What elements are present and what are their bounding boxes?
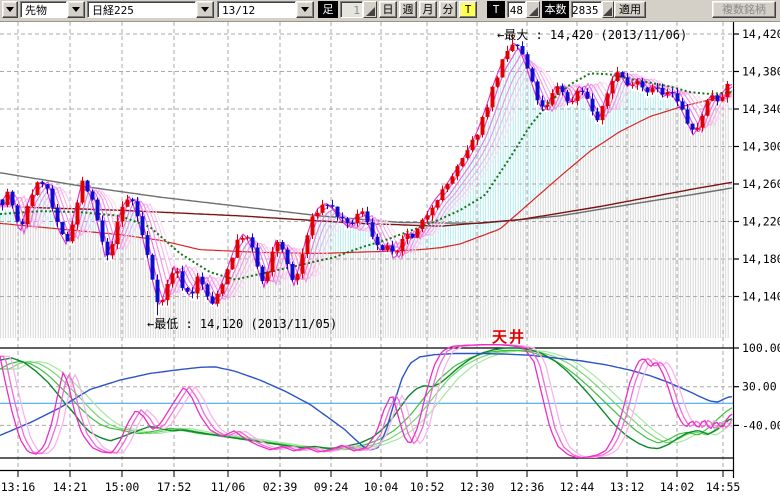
toolbar: 先物 日経225 13/12 足 1 日 週 月 分 T T 48 本数 283… (0, 0, 780, 22)
interval-value: 1 (340, 1, 363, 18)
svg-text:10:04: 10:04 (364, 480, 399, 494)
svg-text:14:21: 14:21 (53, 480, 88, 494)
chevron-down-icon[interactable] (67, 1, 85, 18)
svg-text:14,340: 14,340 (742, 102, 780, 116)
instrument-value: 先物 (20, 1, 67, 18)
period-button-week[interactable]: 週 (399, 1, 417, 18)
tick-label: T (487, 1, 505, 18)
svg-text:14,300: 14,300 (742, 140, 780, 154)
bar-type-label: 足 (318, 1, 338, 18)
spin-handle-icon[interactable] (601, 1, 614, 18)
ceiling-annotation: 天井 (492, 328, 527, 346)
tick-count-value[interactable]: 48 (507, 1, 526, 18)
axes-layer: 14,420 14,380 14,340 14,300 14,260 14,220 14,1… (0, 22, 780, 494)
svg-text:02:39: 02:39 (263, 480, 298, 494)
svg-text:12:44: 12:44 (560, 480, 595, 494)
chevron-down-icon[interactable] (196, 1, 214, 18)
svg-text:14,180: 14,180 (742, 252, 780, 266)
tick-count-spinner[interactable]: 48 (507, 1, 540, 18)
bar-count-spinner[interactable]: 2835 (571, 1, 614, 18)
symbol-value: 日経225 (87, 1, 196, 18)
instrument-select[interactable]: 先物 (20, 1, 85, 18)
svg-text:17:52: 17:52 (157, 480, 192, 494)
svg-text:14:02: 14:02 (660, 480, 695, 494)
chevron-down-icon[interactable] (296, 1, 314, 18)
max-price-annotation: ←最大 : 14,420 (2013/11/06) (497, 28, 688, 42)
chevron-down-icon (6, 7, 14, 12)
period-button-month[interactable]: 月 (419, 1, 437, 18)
candles-layer (0, 34, 730, 316)
svg-text:14,260: 14,260 (742, 177, 780, 191)
svg-text:14,140: 14,140 (742, 290, 780, 304)
svg-text:-40.00: -40.00 (742, 418, 780, 432)
svg-text:13:12: 13:12 (610, 480, 645, 494)
min-price-annotation: ←最低 : 14,120 (2013/11/05) (147, 317, 338, 331)
svg-text:15:00: 15:00 (105, 480, 140, 494)
bar-count-label: 本数 (542, 1, 569, 18)
contract-month-select[interactable]: 13/12 (217, 1, 314, 18)
bar-count-value[interactable]: 2835 (571, 1, 602, 18)
svg-text:14,380: 14,380 (742, 65, 780, 79)
svg-text:12:36: 12:36 (510, 480, 545, 494)
svg-text:11/06: 11/06 (211, 480, 246, 494)
svg-text:10:52: 10:52 (410, 480, 445, 494)
symbol-select[interactable]: 日経225 (87, 1, 214, 18)
spin-handle-icon[interactable] (526, 1, 540, 18)
toolbar-collapse-button[interactable] (2, 1, 18, 18)
svg-text:100.00: 100.00 (742, 341, 780, 355)
svg-text:09:24: 09:24 (314, 480, 349, 494)
contract-month-value: 13/12 (217, 1, 296, 18)
period-button-tick-active[interactable]: T (459, 1, 477, 18)
svg-text:14,420: 14,420 (742, 27, 780, 41)
svg-text:13:16: 13:16 (1, 480, 36, 494)
oscillator-curves (0, 344, 733, 458)
multi-symbol-button[interactable]: 複数銘柄 (712, 1, 776, 18)
spin-handle-icon (363, 1, 377, 18)
apply-button[interactable]: 適用 (614, 1, 646, 18)
period-button-minute[interactable]: 分 (439, 1, 457, 18)
svg-text:12:30: 12:30 (460, 480, 495, 494)
period-button-day[interactable]: 日 (379, 1, 397, 18)
svg-text:30.00: 30.00 (742, 380, 777, 394)
svg-text:14:55: 14:55 (706, 480, 741, 494)
interval-spinner: 1 (340, 1, 377, 18)
stripe-cloud-layer (0, 51, 729, 338)
svg-text:14,220: 14,220 (742, 215, 780, 229)
